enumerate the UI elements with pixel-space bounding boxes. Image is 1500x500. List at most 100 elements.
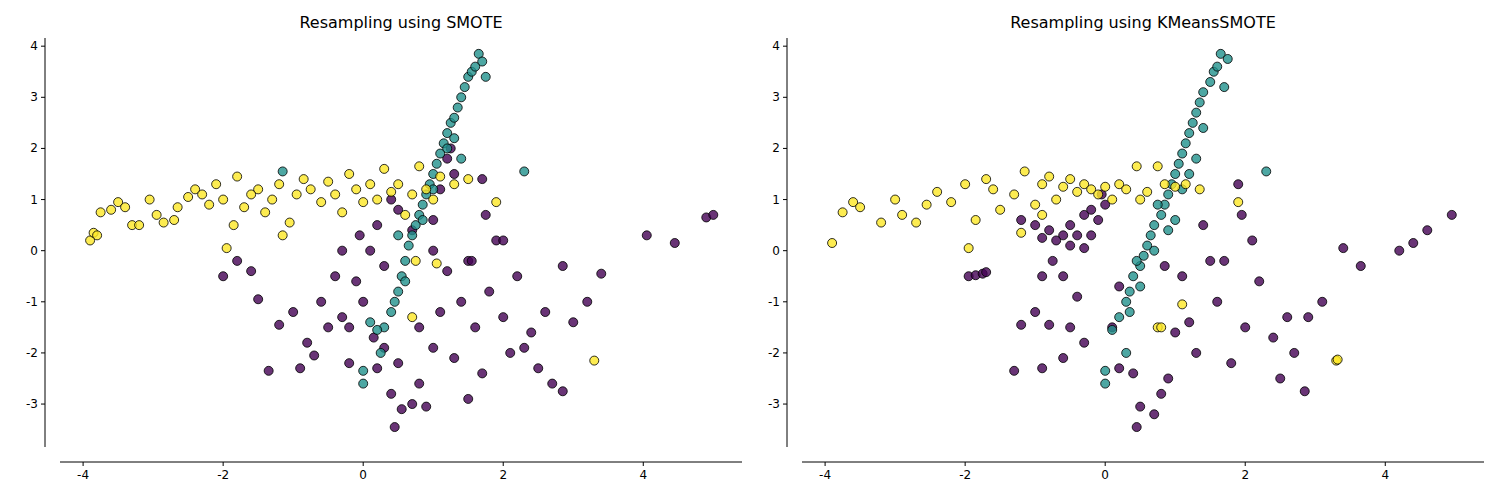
scatter-point [373, 364, 382, 373]
scatter-point [1150, 246, 1159, 255]
scatter-point [411, 256, 420, 265]
y-tick [783, 352, 787, 353]
scatter-point [1276, 374, 1285, 383]
scatter-point [1017, 228, 1026, 237]
scatter-point [1066, 221, 1075, 230]
scatter-point [429, 195, 438, 204]
scatter-point [1132, 256, 1141, 265]
scatter-point [352, 277, 361, 286]
y-tick [41, 250, 45, 251]
scatter-point [390, 297, 399, 306]
scatter-point [159, 218, 168, 227]
scatter-point [1178, 272, 1187, 281]
scatter-point [429, 216, 438, 225]
scatter-point [460, 83, 469, 92]
scatter-point [922, 200, 931, 209]
x-tick-label: -4 [819, 468, 831, 482]
scatter-point [670, 239, 679, 248]
x-axis-line [60, 462, 742, 463]
scatter-point [1157, 323, 1166, 332]
scatter-point [1045, 320, 1054, 329]
scatter-point [1153, 200, 1162, 209]
scatter-point [1153, 162, 1162, 171]
scatter-point [513, 272, 522, 281]
scatter-point [404, 241, 413, 250]
y-tick [41, 199, 45, 200]
y-axis-line [787, 38, 788, 447]
scatter-point [397, 405, 406, 414]
scatter-point [1059, 231, 1068, 240]
scatter-point [1101, 379, 1110, 388]
chart-panel: Resampling using SMOTE-4-2024-3-2-101234 [26, 13, 742, 482]
scatter-point [457, 93, 466, 102]
scatter-point [838, 208, 847, 217]
scatter-point [173, 203, 182, 212]
scatter-point [352, 185, 361, 194]
scatter-point [1045, 172, 1054, 181]
scatter-point [1164, 226, 1173, 235]
scatter-point [1108, 325, 1117, 334]
y-tick-label: 3 [30, 90, 38, 104]
scatter-point [359, 297, 368, 306]
y-tick [41, 97, 45, 98]
scatter-point [1171, 182, 1180, 191]
scatter-point [1031, 200, 1040, 209]
y-tick-label: -1 [768, 295, 780, 309]
scatter-point [1136, 282, 1145, 291]
scatter-point [275, 320, 284, 329]
scatter-point [135, 221, 144, 230]
scatter-point [1304, 313, 1313, 322]
scatter-point [1423, 226, 1432, 235]
scatter-point [1237, 210, 1246, 219]
scatter-point [1038, 210, 1047, 219]
series [964, 180, 1456, 432]
x-tick-label: -2 [959, 468, 971, 482]
scatter-point [366, 318, 375, 327]
scatter-point [1059, 272, 1068, 281]
y-tick-label: -2 [26, 346, 38, 360]
scatter-point [401, 256, 410, 265]
scatter-point [1255, 277, 1264, 286]
scatter-point [1157, 389, 1166, 398]
scatter-point [415, 379, 424, 388]
scatter-point [1181, 139, 1190, 148]
scatter-point [152, 210, 161, 219]
scatter-point [1094, 216, 1103, 225]
scatter-point [1171, 328, 1180, 337]
scatter-point [345, 169, 354, 178]
scatter-point [1031, 308, 1040, 317]
scatter-point [642, 231, 651, 240]
scatter-point [1199, 221, 1208, 230]
scatter-point [1241, 323, 1250, 332]
y-tick-label: 0 [772, 244, 780, 258]
scatter-point [1185, 129, 1194, 138]
scatter-point [450, 354, 459, 363]
scatter-point [240, 203, 249, 212]
scatter-point [457, 297, 466, 306]
scatter-point [527, 328, 536, 337]
scatter-point [467, 256, 476, 265]
scatter-point [1318, 297, 1327, 306]
scatter-point [499, 236, 508, 245]
scatter-point [170, 216, 179, 225]
scatter-point [1192, 348, 1201, 357]
scatter-point [1178, 300, 1187, 309]
scatter-point [478, 369, 487, 378]
scatter-point [394, 180, 403, 189]
scatter-point [1206, 77, 1215, 86]
scatter-point [96, 208, 105, 217]
scatter-point [422, 402, 431, 411]
scatter-point [233, 172, 242, 181]
scatter-point [107, 205, 116, 214]
scatter-point [996, 205, 1005, 214]
scatter-point [233, 256, 242, 265]
scatter-point [597, 269, 606, 278]
scatter-point [1300, 387, 1309, 396]
scatter-point [1094, 190, 1103, 199]
scatter-point [1038, 233, 1047, 242]
scatter-point [971, 216, 980, 225]
scatter-point [394, 359, 403, 368]
scatter-point [464, 175, 473, 184]
scatter-point [1115, 364, 1124, 373]
scatter-point [436, 172, 445, 181]
